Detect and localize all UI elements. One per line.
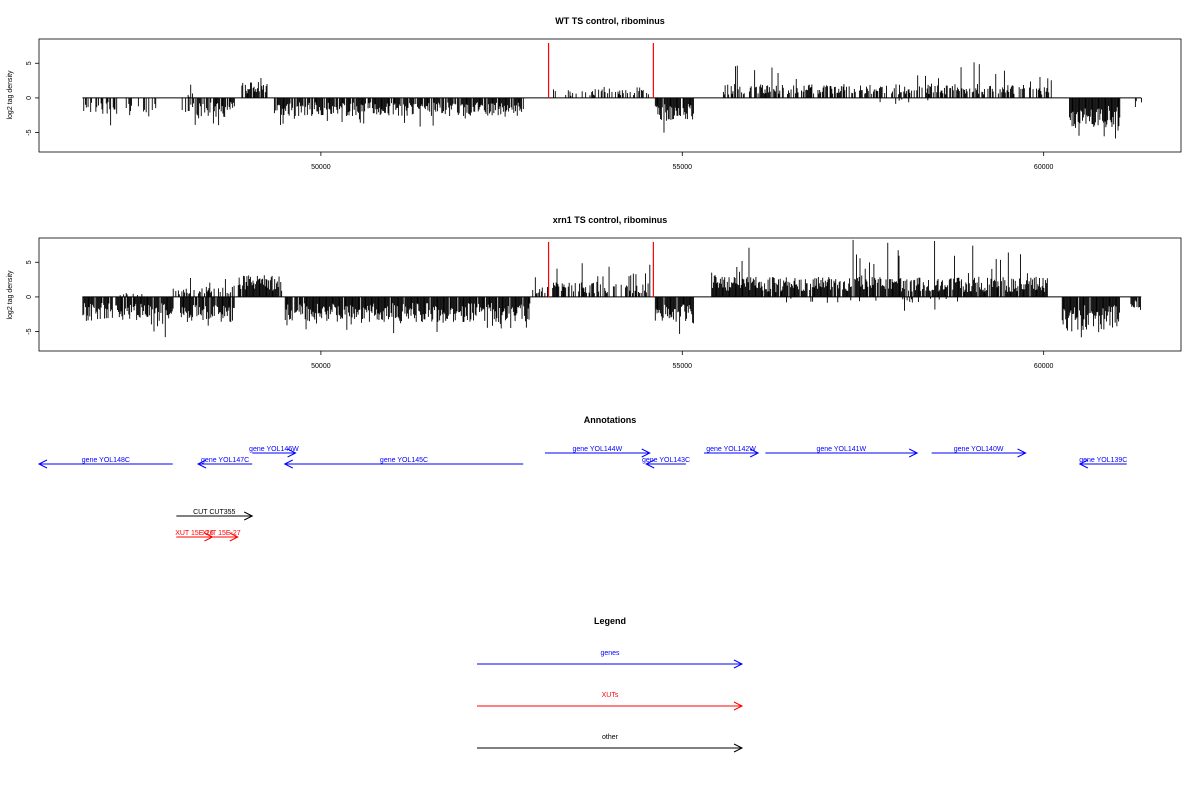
wt-x-tick-label: 55000 xyxy=(673,164,693,171)
wt-y-tick-label: -5 xyxy=(26,129,33,135)
xrn1-y-tick-label: 0 xyxy=(26,295,33,299)
wt-y-axis: -5 0 5 xyxy=(26,61,39,136)
xrn1-y-axis-label: log2 tag density xyxy=(7,270,14,320)
gene-feature-label: gene YOL144W xyxy=(573,446,623,453)
gene-feature-arrowhead xyxy=(749,448,760,458)
legend-label: genes xyxy=(600,650,620,657)
gene-feature-label: gene YOL140W xyxy=(954,446,1004,453)
xrn1-y-tick-label: -5 xyxy=(26,328,33,334)
legend-xuts-arrowhead xyxy=(733,701,744,711)
legend-title: Legend xyxy=(594,616,626,626)
wt-bars xyxy=(82,43,1142,139)
xrn1-bars xyxy=(82,239,1142,338)
gene-feature-arrowhead xyxy=(641,448,651,458)
wt-track-title: WT TS control, ribominus xyxy=(555,16,665,26)
wt-plot-frame xyxy=(38,38,1182,153)
xrn1-track-title: xrn1 TS control, ribominus xyxy=(553,215,668,225)
legend-other-arrowhead xyxy=(733,743,744,753)
xrn1-x-tick-label: 60000 xyxy=(1034,363,1054,370)
xrn1-x-tick-label: 50000 xyxy=(311,363,331,370)
gene-feature-label: gene YOL146W xyxy=(249,446,299,453)
legend-genes-arrowhead xyxy=(733,659,744,669)
gene-feature-arrowhead xyxy=(283,459,293,469)
xut-feature-arrowhead xyxy=(229,532,239,542)
xut-feature-label: XUT 15E-27 xyxy=(202,530,240,537)
xrn1-x-axis: 50000 55000 60000 xyxy=(311,351,1054,370)
wt-y-axis-label: log2 tag density xyxy=(7,70,14,120)
legend-panel: Legend genes XUTs other xyxy=(477,616,744,753)
gene-feature-label: gene YOL139C xyxy=(1079,457,1127,464)
xut-feature-label: XUT 15E-26 xyxy=(175,530,213,537)
annotations-title: Annotations xyxy=(584,415,637,425)
gene-feature-arrowhead xyxy=(645,459,655,469)
wt-y-tick-label: 0 xyxy=(26,96,33,100)
gene-feature-label: gene YOL145C xyxy=(380,457,428,464)
gene-feature-arrowhead xyxy=(908,448,919,458)
wt-track-panel: WT TS control, ribominus log2 tag densit… xyxy=(7,16,1182,171)
gene-feature-arrowhead xyxy=(196,459,207,469)
xrn1-x-tick-label: 55000 xyxy=(673,363,693,370)
gene-feature-arrowhead xyxy=(287,448,297,458)
cut-feature-label: CUT CUT355 xyxy=(193,509,235,516)
xrn1-y-tick-label: 5 xyxy=(26,260,33,264)
gene-feature-arrowhead xyxy=(37,459,48,469)
gene-feature-label: gene YOL148C xyxy=(82,457,130,464)
gene-feature-arrowhead xyxy=(1078,459,1089,469)
wt-x-axis: 50000 55000 60000 xyxy=(311,152,1054,171)
wt-x-tick-label: 50000 xyxy=(311,164,331,171)
xrn1-track-panel: xrn1 TS control, ribominus log2 tag dens… xyxy=(7,215,1182,370)
legend-items: genes XUTs other xyxy=(477,650,744,753)
annotations-panel: Annotations gene YOL148C gene YOL147Cgene… xyxy=(37,415,1127,542)
xrn1-y-axis: -5 0 5 xyxy=(26,260,39,335)
gene-feature-arrowhead xyxy=(1017,448,1027,458)
gene-feature-label: gene YOL147C xyxy=(201,457,249,464)
legend-label: XUTs xyxy=(602,692,619,699)
gene-feature-label: gene YOL143C xyxy=(642,457,690,464)
gene-feature-label: gene YOL142W xyxy=(706,446,756,453)
gene-feature-label: gene YOL141W xyxy=(816,446,866,453)
cut-feature-arrowhead xyxy=(243,511,254,521)
wt-x-tick-label: 60000 xyxy=(1034,164,1054,171)
legend-label: other xyxy=(602,734,619,741)
wt-y-tick-label: 5 xyxy=(26,61,33,65)
xrn1-plot-frame xyxy=(38,237,1182,352)
